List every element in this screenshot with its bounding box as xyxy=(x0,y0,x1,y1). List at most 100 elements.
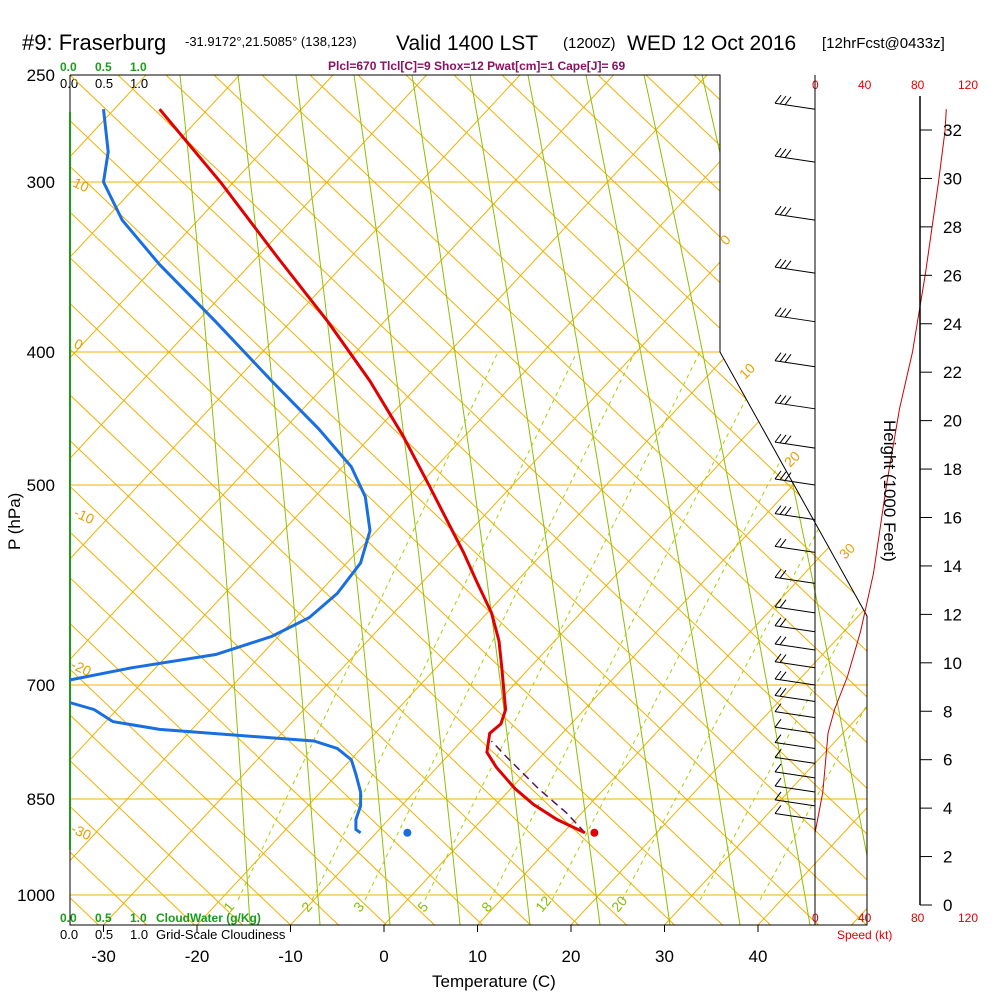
bottom-green-0: 0.0 xyxy=(60,911,77,925)
adiabat-orange xyxy=(934,75,1000,925)
isotherm-line xyxy=(70,75,334,925)
wind-barb xyxy=(774,470,816,486)
mixing-ratio-labels: 1 2 3 5 8 12 20 xyxy=(220,893,630,915)
isotherm-line xyxy=(757,75,867,925)
adiabat-orange xyxy=(261,75,867,925)
x-tick-label: 0 xyxy=(379,947,388,966)
wind-barb xyxy=(774,433,816,449)
mixing-ratio-label: 5 xyxy=(414,899,431,915)
wind-barb xyxy=(774,617,816,633)
adiabat-orange xyxy=(70,75,291,925)
adiabat-orange xyxy=(117,75,867,925)
dewpoint-trace xyxy=(70,109,372,835)
wind-barb xyxy=(774,147,816,163)
isotherm-line xyxy=(477,75,867,925)
isotherm-line xyxy=(570,75,867,925)
wind-speed-profile xyxy=(814,109,947,833)
pressure-axis-label: P (hPa) xyxy=(5,493,24,550)
adiabat-orange xyxy=(549,75,867,925)
top-green-2: 1.0 xyxy=(130,60,147,74)
wind-barb xyxy=(774,538,816,553)
height-tick-label: 24 xyxy=(943,315,962,334)
adiabat-orange xyxy=(213,75,867,925)
wind-barb xyxy=(774,598,816,614)
wind-barb xyxy=(774,687,816,703)
isobars xyxy=(70,75,867,896)
isotherm-line xyxy=(70,75,708,925)
mixing-ratio-label: 3 xyxy=(350,899,367,915)
forecast-label: [12hrFcst@0433z] xyxy=(822,35,945,52)
indices-line: Plcl=670 Tlcl[C]=9 Shox=12 Pwat[cm]=1 Ca… xyxy=(328,59,625,73)
adiabat-orange xyxy=(70,75,819,925)
isotherm-line xyxy=(70,75,521,925)
wind-barb xyxy=(774,307,816,323)
station-title: #9: Fraserburg xyxy=(22,30,166,55)
pressure-tick-850: 850 xyxy=(27,790,55,809)
wind-barb xyxy=(774,734,816,750)
dry-adiabat xyxy=(527,75,671,925)
adiabat-orange xyxy=(70,75,387,925)
speed-bottom-3: 120 xyxy=(958,911,978,925)
wind-barb xyxy=(774,94,816,110)
parcel-trace xyxy=(490,740,586,834)
top-black-1: 0.5 xyxy=(95,76,113,91)
adiabat-orange xyxy=(357,75,867,925)
wind-barb xyxy=(774,763,816,779)
temperature-axis: -30 -20 -10 0 10 20 30 40 xyxy=(91,925,767,966)
speed-top-2: 80 xyxy=(911,78,925,92)
valid-time: Valid 1400 LST xyxy=(396,32,538,55)
adiabat-orange xyxy=(501,75,867,925)
adiabat-orange xyxy=(70,75,579,925)
bottom-green-1: 0.5 xyxy=(95,911,112,925)
mixing-ratio-label: 20 xyxy=(608,893,630,915)
valid-z: (1200Z) xyxy=(563,35,616,52)
isotherm-label: 0 xyxy=(72,335,86,353)
temperature-axis-label: Temperature (C) xyxy=(432,972,556,991)
adiabat-orange xyxy=(70,75,483,925)
adiabat-orange xyxy=(0,75,3,925)
isotherm-line xyxy=(70,75,240,925)
speed-bottom-2: 80 xyxy=(911,911,925,925)
height-tick-label: 12 xyxy=(943,605,962,624)
dry-adiabat xyxy=(411,75,531,925)
bottom-black-2: 1.0 xyxy=(130,927,148,942)
wind-barb xyxy=(774,718,816,734)
dry-adiabat xyxy=(353,75,461,925)
wind-barb xyxy=(774,258,816,274)
mixing-ratio-line xyxy=(621,351,867,901)
surface-temperature-dot xyxy=(590,828,599,837)
mixing-ratio-line xyxy=(364,351,636,901)
isotherm-line xyxy=(103,75,867,925)
station-coords: -31.9172°,21.5085° (138,123) xyxy=(185,34,357,49)
isotherms xyxy=(0,75,1000,925)
x-tick-label: -20 xyxy=(185,947,210,966)
bottom-cloudwater-scale: 0.0 0.5 1.0 CloudWater (g/Kg) 0.0 0.5 1.… xyxy=(60,911,286,942)
x-tick-label: -10 xyxy=(278,947,303,966)
isotherm-line xyxy=(196,75,867,925)
mixing-ratio-line xyxy=(489,351,771,901)
adiabat-orange xyxy=(645,75,867,925)
adiabat-orange xyxy=(70,75,867,925)
height-tick-label: 30 xyxy=(943,169,962,188)
height-tick-label: 4 xyxy=(943,799,952,818)
mixing-ratio-line xyxy=(551,351,838,901)
height-tick-label: 2 xyxy=(943,848,952,867)
pressure-tick-500: 500 xyxy=(27,476,55,495)
speed-top-3: 120 xyxy=(958,78,978,92)
isotherm-label: 10 xyxy=(71,174,92,195)
wind-barb xyxy=(774,749,816,764)
top-black-0: 0.0 xyxy=(60,76,78,91)
adiabat-orange xyxy=(70,75,435,925)
wind-barb xyxy=(774,791,816,807)
height-tick-label: 6 xyxy=(943,751,952,770)
adiabat-orange xyxy=(693,75,867,925)
wind-barb xyxy=(774,653,816,669)
dry-adiabat xyxy=(237,75,321,925)
dry-adiabat xyxy=(469,75,601,925)
cloudiness-label: Grid-Scale Cloudiness xyxy=(156,927,286,942)
speed-bottom-1: 40 xyxy=(858,911,872,925)
surface-dewpoint-dot xyxy=(403,828,412,837)
mixing-ratio-label: 8 xyxy=(478,899,495,915)
